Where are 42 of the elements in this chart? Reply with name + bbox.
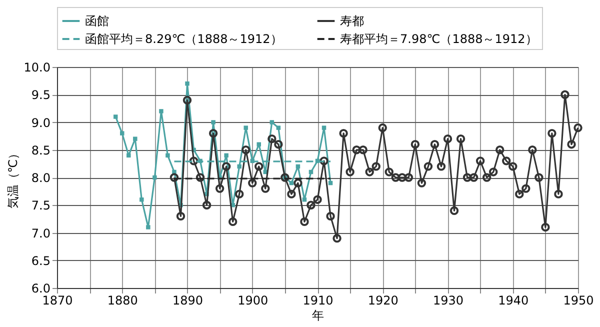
y-tick-label: 7.5 bbox=[31, 198, 50, 213]
legend-label: 寿都平均＝7.98℃（1888～1912） bbox=[340, 32, 538, 46]
point bbox=[159, 109, 164, 114]
x-tick-label: 1940 bbox=[498, 294, 529, 308]
y-tick-label: 9.0 bbox=[31, 116, 50, 130]
x-tick-label: 1930 bbox=[432, 294, 464, 308]
x-tick-label: 1950 bbox=[563, 294, 594, 308]
y-tick-label: 7.0 bbox=[31, 226, 50, 240]
x-tick-label: 1900 bbox=[238, 294, 268, 308]
point bbox=[166, 153, 170, 158]
point bbox=[322, 126, 326, 130]
point bbox=[126, 153, 131, 158]
point bbox=[113, 114, 118, 119]
point bbox=[256, 142, 262, 146]
point bbox=[270, 120, 274, 124]
y-tick-label: 8.5 bbox=[31, 143, 50, 158]
x-axis-title: 年 bbox=[312, 308, 324, 322]
x-tick-label: 1910 bbox=[302, 294, 334, 308]
point bbox=[244, 126, 248, 130]
y-axis-title: 気温（℃） bbox=[6, 147, 20, 209]
y-tick-label: 6.5 bbox=[31, 254, 50, 268]
point bbox=[120, 131, 124, 136]
point bbox=[224, 153, 228, 158]
point bbox=[133, 136, 138, 141]
y-tick-label: 6.0 bbox=[31, 282, 50, 296]
y-tick-label: 9.5 bbox=[31, 88, 50, 102]
legend-label: 函館平均＝8.29℃（1888～1912） bbox=[85, 32, 282, 46]
point bbox=[152, 175, 157, 180]
point bbox=[140, 197, 144, 202]
point bbox=[146, 225, 150, 230]
y-tick-label: 10.0 bbox=[24, 60, 50, 74]
point bbox=[211, 120, 216, 124]
legend-label: 寿都 bbox=[340, 14, 364, 28]
y-tick-label: 8.0 bbox=[31, 171, 50, 185]
x-tick-label: 1920 bbox=[368, 294, 398, 308]
point bbox=[237, 164, 242, 169]
point bbox=[185, 81, 190, 86]
x-tick-label: 1890 bbox=[172, 294, 204, 308]
legend-label: 函館 bbox=[85, 14, 109, 28]
x-tick-label: 1880 bbox=[107, 294, 138, 308]
point bbox=[276, 126, 281, 130]
x-tick-label: 1870 bbox=[42, 294, 73, 308]
